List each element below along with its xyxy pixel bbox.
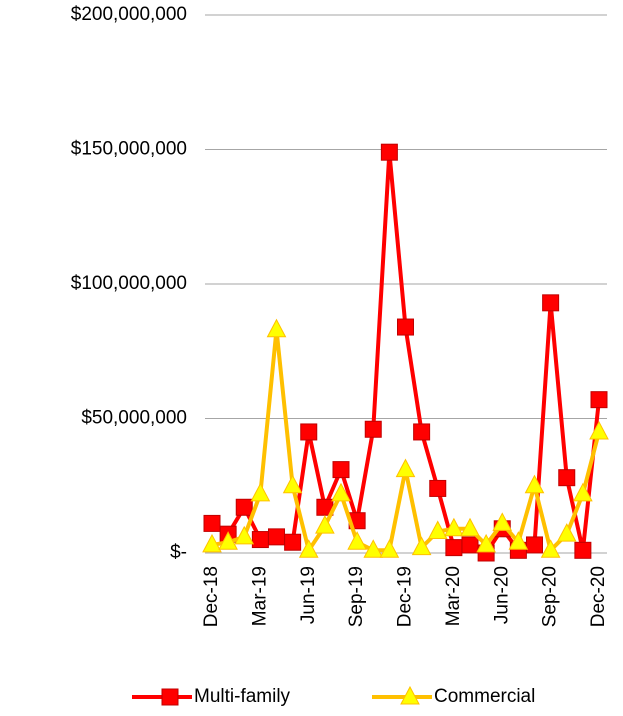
x-tick-label: Jun-20 xyxy=(491,566,512,624)
data-point xyxy=(250,482,271,502)
x-tick-label: Jun-19 xyxy=(298,566,319,624)
data-point xyxy=(542,294,560,312)
data-point xyxy=(298,539,319,558)
data-point xyxy=(524,474,545,494)
x-tick-label: Mar-20 xyxy=(443,566,464,626)
data-point xyxy=(413,423,431,441)
data-point xyxy=(284,533,302,551)
data-point xyxy=(218,531,238,550)
data-point xyxy=(251,531,269,549)
y-tick-label: $100,000,000 xyxy=(71,273,187,294)
x-tick-label: Dec-18 xyxy=(201,566,222,627)
data-point xyxy=(282,474,303,494)
data-point xyxy=(526,536,543,554)
data-point xyxy=(395,458,416,478)
data-point xyxy=(364,420,382,438)
legend-label: Commercial xyxy=(434,686,535,707)
y-tick-label: $200,000,000 xyxy=(71,4,187,25)
data-point xyxy=(574,541,592,559)
data-point xyxy=(573,482,593,502)
data-point xyxy=(589,420,609,440)
data-point xyxy=(460,517,480,537)
data-point xyxy=(379,539,400,558)
x-tick-label: Dec-20 xyxy=(588,566,609,627)
data-point xyxy=(380,143,398,161)
data-point xyxy=(461,536,479,554)
data-point xyxy=(331,482,351,502)
data-point xyxy=(590,391,608,409)
data-point xyxy=(556,523,577,542)
data-point xyxy=(347,531,367,550)
data-point xyxy=(508,531,529,550)
data-point xyxy=(445,539,463,557)
data-point xyxy=(444,517,464,537)
data-point xyxy=(266,318,287,338)
data-point xyxy=(315,515,335,534)
data-point xyxy=(397,318,414,336)
y-tick-label: $50,000,000 xyxy=(81,408,187,429)
data-point xyxy=(268,528,285,546)
data-point xyxy=(300,423,318,441)
data-point xyxy=(363,539,384,558)
legend-marker xyxy=(400,685,420,705)
data-point xyxy=(558,469,576,487)
data-point xyxy=(411,536,432,556)
y-tick-label: $- xyxy=(170,542,187,563)
data-point xyxy=(540,539,561,558)
x-tick-label: Sep-19 xyxy=(346,566,367,627)
data-point xyxy=(202,533,222,553)
x-tick-label: Mar-19 xyxy=(249,566,270,626)
x-tick-label: Sep-20 xyxy=(540,566,561,627)
data-point xyxy=(476,533,496,553)
legend-label: Multi-family xyxy=(194,686,291,707)
data-point xyxy=(429,479,447,497)
y-tick-label: $150,000,000 xyxy=(71,139,187,160)
data-point xyxy=(427,520,448,539)
data-point xyxy=(203,514,221,532)
data-point xyxy=(332,461,350,479)
x-tick-label: Dec-19 xyxy=(395,566,416,627)
data-point xyxy=(235,498,253,516)
data-point xyxy=(492,512,513,531)
data-point xyxy=(234,525,255,545)
legend-marker xyxy=(161,688,179,706)
